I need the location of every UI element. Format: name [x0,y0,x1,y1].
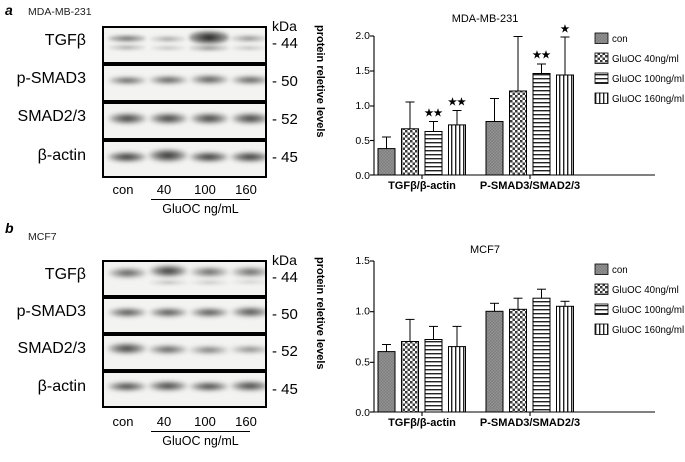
svg-text:★★: ★★ [533,50,551,61]
svg-text:GluOC 100ng/ml: GluOC 100ng/ml [612,74,684,85]
svg-text:GluOC 40ng/ml: GluOC 40ng/ml [612,285,679,296]
svg-text:0.0: 0.0 [355,170,370,182]
svg-text:1.5: 1.5 [355,255,370,267]
svg-text:0.0: 0.0 [355,407,370,419]
svg-text:1.0: 1.0 [355,100,370,112]
svg-text:0.5: 0.5 [355,356,370,368]
svg-text:GluOC 160ng/ml: GluOC 160ng/ml [612,94,684,105]
svg-text:GluOC 160ng/ml: GluOC 160ng/ml [612,325,684,336]
svg-text:★: ★ [561,24,570,35]
svg-text:TGFβ/β-actin: TGFβ/β-actin [388,417,456,429]
svg-text:TGFβ/β-actin: TGFβ/β-actin [388,180,456,192]
svg-text:P-SMAD3/SMAD2/3: P-SMAD3/SMAD2/3 [480,180,580,192]
svg-text:0.5: 0.5 [355,135,370,147]
svg-text:GluOC 40ng/ml: GluOC 40ng/ml [612,54,679,65]
svg-text:con: con [612,34,628,45]
svg-text:1.0: 1.0 [355,306,370,318]
svg-text:P-SMAD3/SMAD2/3: P-SMAD3/SMAD2/3 [480,417,580,429]
svg-text:con: con [612,265,628,276]
svg-text:MCF7: MCF7 [470,244,500,256]
svg-text:1.5: 1.5 [355,65,370,77]
svg-text:GluOC 100ng/ml: GluOC 100ng/ml [612,305,684,316]
svg-text:★★: ★★ [448,97,466,108]
svg-text:MDA-MB-231: MDA-MB-231 [452,13,519,25]
svg-text:2.0: 2.0 [355,30,370,42]
svg-text:★★: ★★ [425,108,443,119]
